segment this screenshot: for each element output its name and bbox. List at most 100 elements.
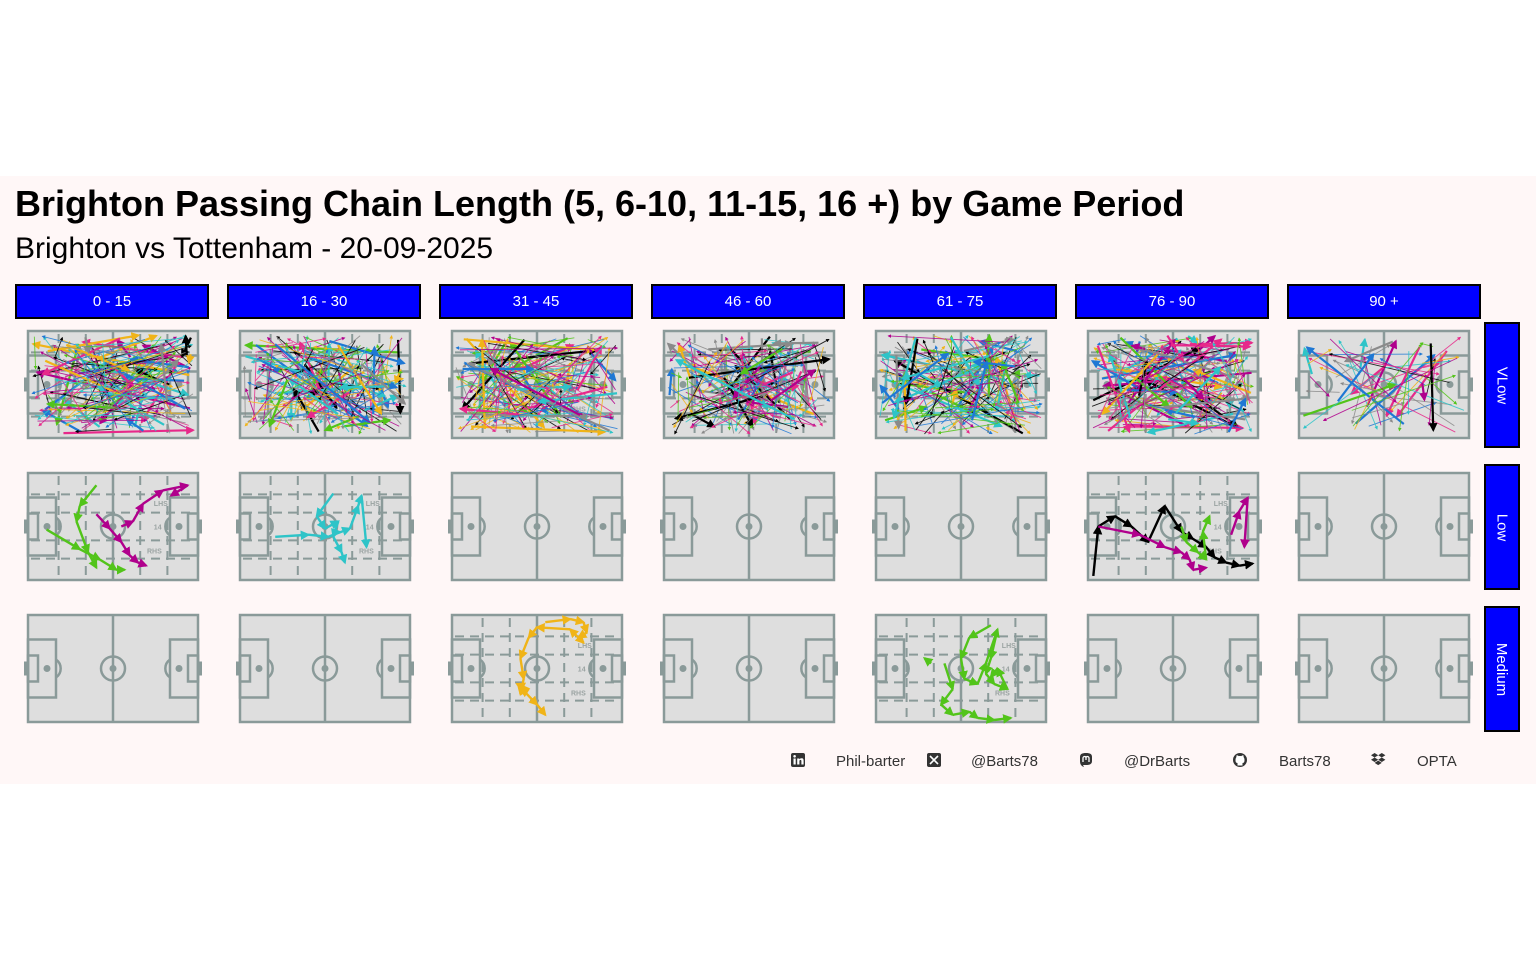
pass-arrow	[267, 377, 360, 422]
mastodon-icon	[1080, 753, 1092, 767]
pass-arrow	[977, 339, 1016, 362]
pass-arrow	[699, 407, 709, 419]
pass-arrow	[741, 370, 795, 401]
pass-arrow	[934, 345, 952, 416]
pass-arrow	[1305, 346, 1405, 425]
pass-arrow	[494, 338, 605, 367]
pass-arrow	[1322, 357, 1458, 421]
pass-arrow	[455, 376, 533, 415]
pass-arrow	[117, 370, 193, 412]
pitch-panel	[1295, 613, 1473, 724]
pass-arrow	[47, 394, 61, 413]
pass-arrow	[941, 337, 1033, 425]
facet-strip-row-low: Low	[1484, 464, 1520, 590]
pass-arrow	[483, 340, 525, 429]
pass-arrow	[1147, 504, 1166, 543]
right-goal	[1469, 377, 1473, 392]
pass-arrow	[891, 336, 917, 420]
right-goal	[410, 377, 414, 392]
pass-arrow	[995, 341, 1002, 346]
pass-arrow	[95, 513, 111, 530]
zone-label-rhs: RHS	[359, 548, 374, 555]
pass-arrow	[769, 413, 817, 427]
pass-arrow	[120, 541, 131, 557]
pass-arrow	[38, 369, 102, 427]
pass-arrow	[916, 372, 943, 388]
pass-arrow	[273, 419, 293, 427]
pass-arrow	[1110, 377, 1165, 420]
left-goal	[1295, 377, 1299, 392]
pass-arrow	[477, 338, 487, 429]
pass-arrow	[551, 413, 613, 429]
centre-spot	[533, 665, 541, 672]
pass-arrow	[562, 350, 582, 411]
pass-arrow	[903, 380, 1000, 403]
pass-arrow	[458, 405, 520, 416]
left-goal	[872, 377, 876, 392]
pass-arrow	[896, 359, 907, 368]
left-goal	[1295, 519, 1299, 534]
pitch-panel	[660, 471, 838, 582]
pass-arrow	[1390, 351, 1446, 412]
pass-arrow	[1023, 376, 1032, 388]
pass-arrow	[1179, 526, 1189, 544]
centre-spot	[321, 665, 329, 672]
pass-arrow	[490, 420, 558, 428]
pass-arrow	[589, 345, 617, 376]
right-penalty-spot	[599, 523, 607, 530]
pass-arrow	[337, 551, 348, 565]
pass-arrow	[1385, 346, 1421, 418]
pass-arrow	[734, 376, 741, 433]
footer-credits: Phil-barter @Barts78 @DrBarts Barts78 OP…	[0, 740, 1536, 780]
pass-arrow	[507, 336, 573, 351]
pass-arrow	[1107, 352, 1132, 418]
pass-arrow	[998, 400, 1042, 419]
right-penalty-spot	[1446, 381, 1454, 388]
right-goal	[1046, 377, 1050, 392]
pass-arrow	[1126, 423, 1245, 433]
right-goal	[1258, 661, 1262, 676]
pass-arrow	[1240, 497, 1250, 550]
pitch-panel	[24, 613, 202, 724]
left-penalty-spot	[1314, 523, 1322, 530]
left-penalty-spot	[891, 523, 899, 530]
pass-arrow	[1163, 505, 1183, 534]
pass-arrow	[508, 366, 558, 390]
pass-arrow	[84, 362, 155, 418]
pass-arrow	[884, 370, 962, 395]
pass-arrow	[722, 404, 825, 421]
pass-arrow	[670, 400, 680, 409]
left-penalty-spot	[255, 523, 263, 530]
pass-arrow	[1115, 349, 1182, 427]
right-goal	[622, 377, 626, 392]
centre-spot	[1169, 665, 1177, 672]
pass-arrow	[1097, 515, 1117, 528]
zone-label-rhs: RHS	[147, 406, 162, 413]
pass-arrow	[1227, 397, 1247, 433]
zone-label-lhs: LHS	[578, 643, 592, 650]
right-penalty-arc	[588, 658, 595, 679]
pass-arrow	[1142, 345, 1148, 434]
pass-arrow	[943, 662, 955, 691]
left-penalty-arc	[55, 658, 62, 679]
left-penalty-arc	[1326, 658, 1333, 679]
pass-arrow	[266, 352, 276, 364]
pass-arrow	[1139, 533, 1167, 549]
pass-arrow	[941, 369, 1022, 428]
facet-strip-col-1: 0 - 15	[15, 284, 209, 319]
pass-arrow	[360, 495, 371, 550]
centre-circle	[735, 655, 763, 682]
dropbox-icon	[1371, 753, 1386, 766]
pass-arrow	[108, 527, 123, 544]
left-penalty-arc	[1326, 516, 1333, 537]
pass-arrow	[54, 343, 80, 427]
pass-arrow	[560, 357, 583, 364]
pass-arrow	[1229, 509, 1242, 536]
pass-arrow	[307, 344, 361, 415]
pass-arrow	[88, 337, 187, 349]
pass-arrow	[963, 676, 980, 686]
pass-arrow	[1419, 382, 1428, 402]
